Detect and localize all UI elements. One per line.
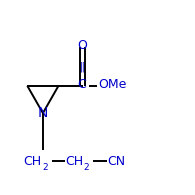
- Text: C: C: [78, 78, 86, 91]
- Text: CN: CN: [107, 155, 125, 168]
- Text: 2: 2: [42, 163, 48, 172]
- Text: CH: CH: [65, 155, 83, 168]
- Text: CH: CH: [23, 155, 42, 168]
- Text: N: N: [38, 106, 48, 120]
- Text: O: O: [77, 39, 87, 52]
- Text: 2: 2: [84, 163, 90, 172]
- Text: OMe: OMe: [98, 78, 127, 91]
- Text: ‖: ‖: [80, 61, 84, 72]
